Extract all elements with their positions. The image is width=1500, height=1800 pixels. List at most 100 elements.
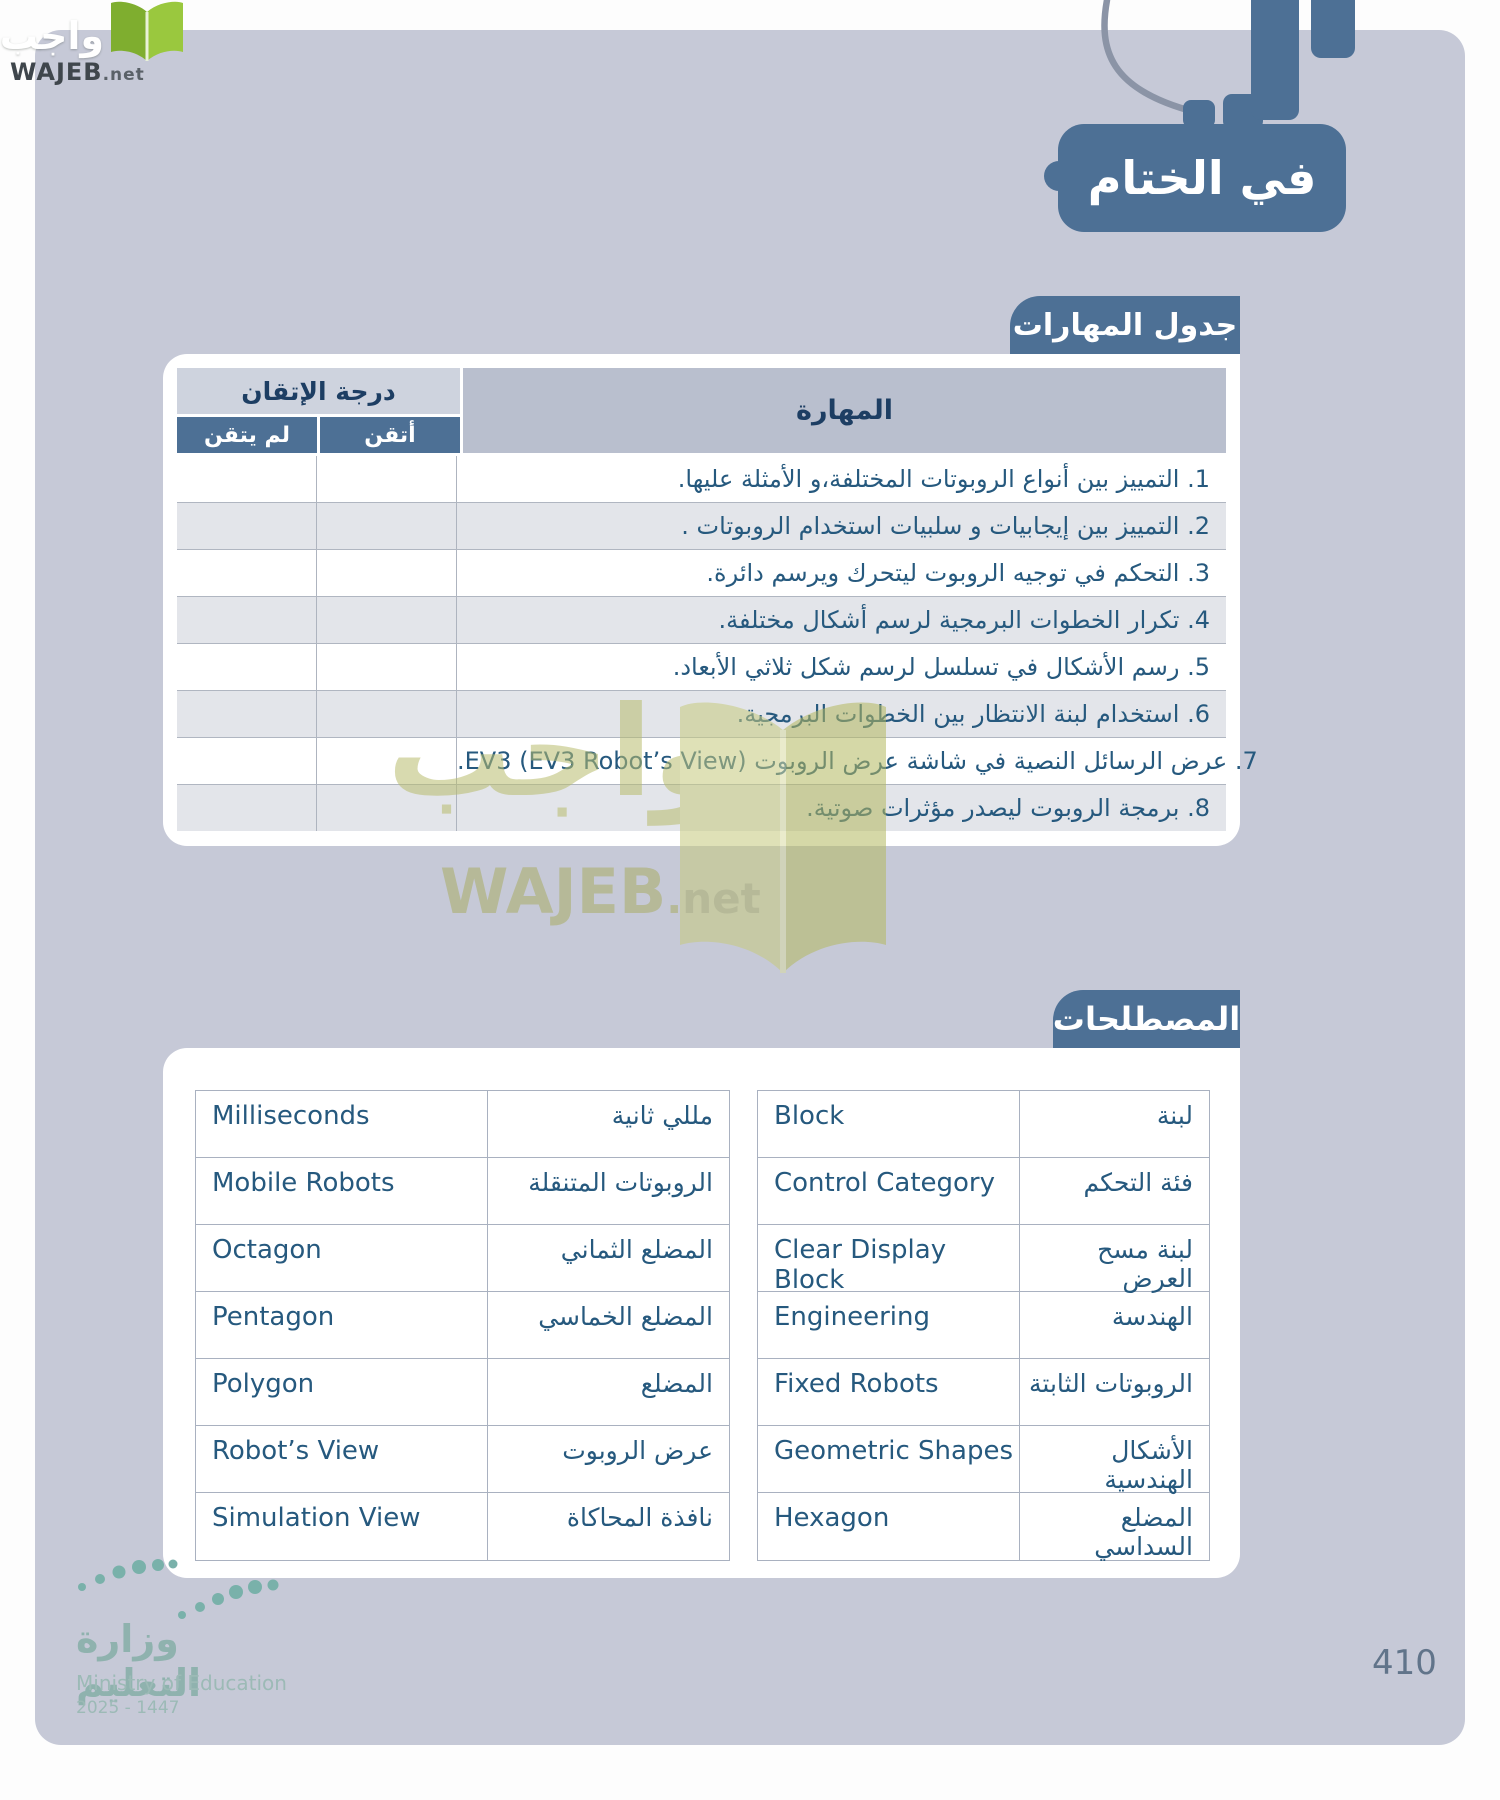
wajeb-word: WAJEB [10,58,103,86]
skills-tab-label: جدول المهارات [1012,307,1238,343]
skills-table-header: درجة الإتقان لم يتقن أتقن المهارة [177,368,1226,453]
glossary-term-ar: المضلع [487,1359,729,1425]
glossary-term-en: Mobile Robots [212,1168,395,1198]
glossary-term-ar: لبنة [1019,1091,1209,1157]
glossary-term-en: Geometric Shapes [774,1436,1014,1466]
skill-text: 1. التمييز بين أنواع الروبوتات المختلفة،… [677,465,1210,493]
table-row: 6. استخدام لبنة الانتظار بين الخطوات الب… [177,691,1226,738]
glossary-term-ar: الروبوتات المتنقلة [487,1158,729,1224]
glossary-term-ar: مللي ثانية [487,1091,729,1157]
not-mastered-cell[interactable] [177,550,317,596]
closing-title-label: في الختام [1087,151,1317,205]
table-row: 7. عرض الرسائل النصية في شاشة عرض الروبو… [177,738,1258,785]
glossary-term-en: Simulation View [212,1503,421,1533]
skills-table-body: 1. التمييز بين أنواع الروبوتات المختلفة،… [177,456,1258,831]
glossary-term-ar: نافذة المحاكاة [487,1493,729,1560]
mastered-cell[interactable] [317,691,457,737]
glossary-tab-label: المصطلحات [1052,1000,1241,1038]
robot-wire-decoration [1101,0,1199,116]
table-row: 5. رسم الأشكال في تسلسل لرسم شكل ثلاثي ا… [177,644,1226,691]
glossary-table-right: Block لبنة Control Category فئة التحكم C… [757,1090,1210,1561]
ministry-arabic-wordmark: وزارة التعليم [76,1617,202,1705]
glossary-term-ar: فئة التحكم [1019,1158,1209,1224]
wajeb-logo-latin: WAJEB.net [10,58,145,86]
glossary-term-ar: المضلع الثماني [487,1225,729,1291]
glossary-term-ar: لبنة مسح العرض [1019,1225,1209,1293]
not-mastered-cell[interactable] [177,644,317,690]
wajeb-suffix: .net [102,65,145,85]
glossary-term-en: Milliseconds [212,1101,370,1131]
glossary-term-en: Robot’s View [212,1436,380,1466]
mastered-cell[interactable] [317,597,457,643]
skill-text: 2. التمييز بين إيجابيات و سلبيات استخدام… [681,512,1210,540]
glossary-term-en: Polygon [212,1369,315,1399]
wajeb-site-logo: واجب WAJEB.net [0,1,198,96]
glossary-card: Milliseconds مللي ثانية Mobile Robots ال… [163,1048,1240,1578]
mastered-cell[interactable] [317,503,457,549]
glossary-term-ar: المضلع السداسي [1019,1493,1209,1561]
glossary-term-ar: الأشكال الهندسية [1019,1426,1209,1494]
glossary-term-en: Pentagon [212,1302,335,1332]
wajeb-logo-arabic: واجب [0,14,104,58]
table-row: 4. تكرار الخطوات البرمجية لرسم أشكال مخت… [177,597,1226,644]
glossary-row: Engineering الهندسة [758,1292,1209,1359]
not-mastered-header: لم يتقن [177,417,317,453]
glossary-row: Pentagon المضلع الخماسي [196,1292,729,1359]
open-book-icon [111,1,183,62]
glossary-row: Milliseconds مللي ثانية [196,1091,729,1158]
glossary-term-en: Clear Display Block [774,1235,947,1295]
glossary-row: Hexagon المضلع السداسي [758,1493,1209,1561]
glossary-term-en: Fixed Robots [774,1369,939,1399]
skill-text: 6. استخدام لبنة الانتظار بين الخطوات الب… [736,700,1210,728]
glossary-row: Geometric Shapes الأشكال الهندسية [758,1426,1209,1494]
robot-arm-bar [1311,0,1355,58]
not-mastered-cell[interactable] [177,503,317,549]
skill-text: 3. التحكم في توجيه الروبوت ليتحرك ويرسم … [706,559,1210,587]
not-mastered-cell[interactable] [177,597,317,643]
skill-text: 7. عرض الرسائل النصية في شاشة عرض الروبو… [457,747,1258,775]
glossary-row: Block لبنة [758,1091,1209,1158]
page-number: 410 [1372,1643,1437,1683]
glossary-row: Polygon المضلع [196,1359,729,1426]
mastered-cell[interactable] [317,550,457,596]
mastered-cell[interactable] [317,644,457,690]
glossary-term-en: Octagon [212,1235,322,1265]
skills-table-card: درجة الإتقان لم يتقن أتقن المهارة 1. الت… [163,354,1258,846]
skill-text: 4. تكرار الخطوات البرمجية لرسم أشكال مخت… [718,606,1210,634]
table-row: 8. برمجة الروبوت ليصدر مؤثرات صوتية. [177,785,1226,831]
glossary-section-tab: المصطلحات [1053,990,1240,1048]
ministry-of-education-logo: وزارة التعليم Ministry of Education 2025… [70,1535,370,1745]
glossary-term-ar: الروبوتات الثابتة [1019,1359,1209,1425]
glossary-row: Fixed Robots الروبوتات الثابتة [758,1359,1209,1426]
table-row: 3. التحكم في توجيه الروبوت ليتحرك ويرسم … [177,550,1226,597]
glossary-row: Robot’s View عرض الروبوت [196,1426,729,1493]
mastered-cell[interactable] [317,738,457,784]
glossary-row: Octagon المضلع الثماني [196,1225,729,1292]
robot-arm-bar [1251,0,1299,120]
glossary-term-en: Hexagon [774,1503,890,1533]
glossary-term-ar: المضلع الخماسي [487,1292,729,1358]
mastered-header: أتقن [320,417,460,453]
glossary-term-ar: الهندسة [1019,1292,1209,1358]
ministry-years-label: 2025 - 1447 [76,1698,180,1718]
mastered-cell[interactable] [317,456,457,502]
not-mastered-cell[interactable] [177,691,317,737]
skill-text: 5. رسم الأشكال في تسلسل لرسم شكل ثلاثي ا… [672,653,1210,681]
table-row: 1. التمييز بين أنواع الروبوتات المختلفة،… [177,456,1226,503]
table-row: 2. التمييز بين إيجابيات و سلبيات استخدام… [177,503,1226,550]
ministry-english-label: Ministry of Education [76,1671,287,1695]
mastered-cell[interactable] [317,785,457,831]
dots-swoosh-logo [78,1559,279,1619]
not-mastered-cell[interactable] [177,456,317,502]
chapter-closing-title: في الختام [1058,124,1346,232]
glossary-term-en: Block [774,1101,845,1131]
glossary-row: Control Category فئة التحكم [758,1158,1209,1225]
skills-section-tab: جدول المهارات [1010,296,1240,354]
not-mastered-cell[interactable] [177,738,317,784]
glossary-table-left: Milliseconds مللي ثانية Mobile Robots ال… [195,1090,730,1561]
not-mastered-cell[interactable] [177,785,317,831]
mastery-group-header: درجة الإتقان [177,368,460,414]
skill-column-header: المهارة [463,368,1226,453]
glossary-row: Mobile Robots الروبوتات المتنقلة [196,1158,729,1225]
glossary-row: Simulation View نافذة المحاكاة [196,1493,729,1560]
